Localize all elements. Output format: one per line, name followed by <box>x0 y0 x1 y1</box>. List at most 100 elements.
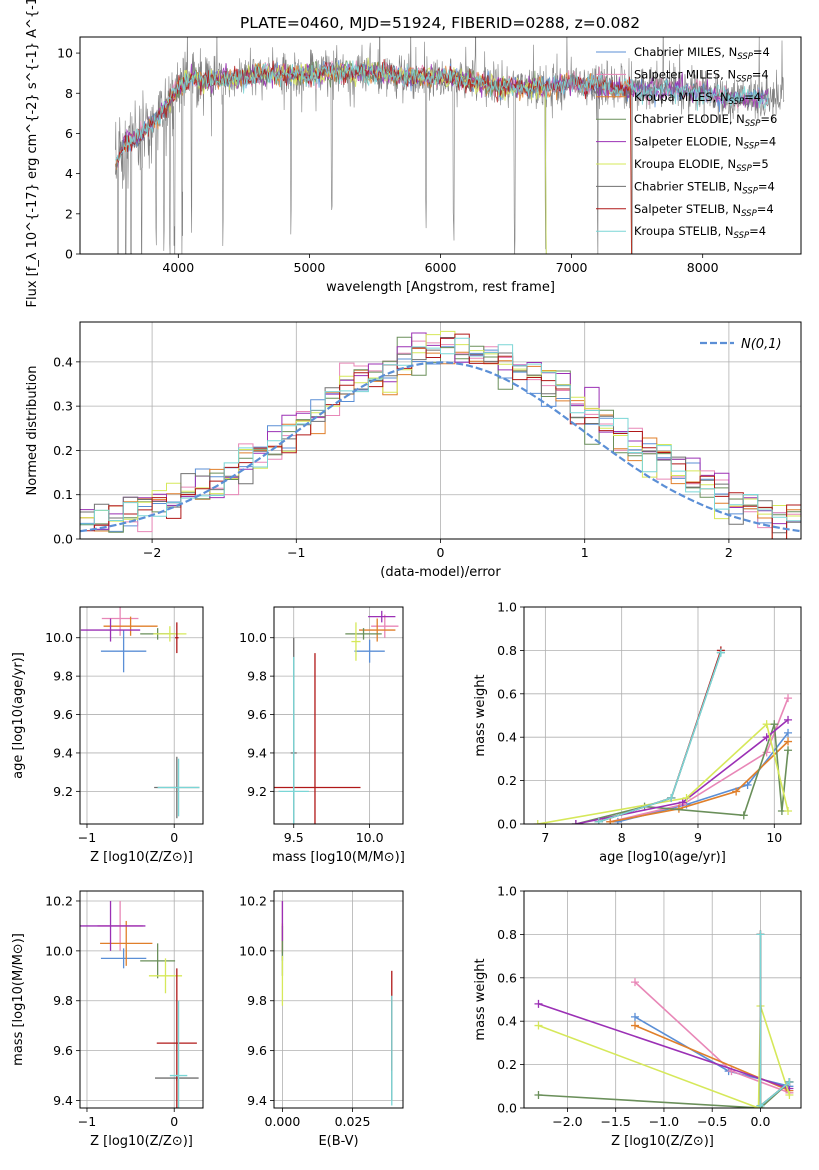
legend-label: Salpeter STELIB, NSSP=4 <box>634 202 774 219</box>
x-axis-label: (data-model)/error <box>380 565 501 580</box>
errorbar-point-6 <box>351 622 361 661</box>
marker <box>533 820 542 824</box>
y-tick-label: 9.6 <box>247 1043 267 1058</box>
x-tick-label: 4000 <box>162 260 194 275</box>
figure-title: PLATE=0460, MJD=51924, FIBERID=0288, z=0… <box>240 14 640 32</box>
plot-area <box>534 930 794 1108</box>
legend-label: Kroupa STELIB, NSSP=4 <box>634 224 766 241</box>
y-tick-label: 9.6 <box>53 707 73 722</box>
plot-area <box>80 607 200 819</box>
y-tick-label: 9.8 <box>247 993 267 1008</box>
y-tick-label: 4 <box>65 166 73 181</box>
marker <box>743 780 752 789</box>
x-tick-label: 10.0 <box>356 830 384 845</box>
plot-area <box>80 900 199 1108</box>
axes-frame <box>273 606 404 825</box>
axes-residuals: −2 −1 0 1 2 0.0 0.1 0.2 0.3 0.4 (data-model)/error… <box>25 321 802 580</box>
marker <box>534 999 543 1008</box>
axes-mass-extinction: 0.000 0.025 9.4 9.6 9.8 10.0 10.2 E(B-V) <box>239 890 404 1149</box>
y-tick-label: 0.0 <box>497 1101 517 1116</box>
x-tick-label: 9 <box>694 830 702 845</box>
y-tick-label: 10 <box>57 46 73 61</box>
errorbar-point-9 <box>157 758 200 817</box>
errorbar-point-5 <box>368 610 396 623</box>
legend-label: Kroupa MILES, NSSP=4 <box>634 90 761 107</box>
marker <box>630 1021 639 1030</box>
y-tick-label: 0.0 <box>497 817 517 832</box>
y-tick-label: 10.2 <box>239 893 267 908</box>
axes-frame <box>273 890 404 1109</box>
x-tick-label: 2 <box>725 545 733 560</box>
y-tick-label: 10.0 <box>239 943 267 958</box>
legend-label: Chabrier ELODIE, NSSP=6 <box>634 112 777 129</box>
plot-area <box>274 610 399 824</box>
x-tick-label: 0 <box>170 830 178 845</box>
y-tick-label: 9.2 <box>53 784 73 799</box>
x-tick-label: 1 <box>581 545 589 560</box>
y-tick-label: 0.1 <box>53 487 73 502</box>
gaussian-curve <box>80 361 801 533</box>
x-tick-label: −0.5 <box>697 1114 727 1129</box>
axes-mass-metallicity: −1 0 9.4 9.6 9.8 10.0 10.2 Z [log10(Z/Z⊙)] mass … <box>11 890 204 1149</box>
axes-age-mass: 9.5 10.0 9.2 9.4 9.6 9.8 10.0 mass [log10(M/M⊙)… <box>239 606 405 865</box>
x-tick-label: 0 <box>437 545 445 560</box>
errorbar-point-8 <box>274 653 361 824</box>
marker <box>756 930 765 939</box>
y-axis-label: age [log10(age/yr)] <box>11 652 26 779</box>
x-tick-label: −1.5 <box>601 1114 631 1129</box>
y-tick-label: 2 <box>65 206 73 221</box>
errorbar-point-3 <box>358 618 396 642</box>
errorbar-point-5 <box>80 618 141 642</box>
axes-frame <box>523 890 802 1109</box>
errorbar-point-1 <box>100 630 147 673</box>
marker <box>606 817 615 824</box>
x-axis-label: E(B-V) <box>318 1134 358 1149</box>
marker <box>534 1090 543 1099</box>
x-tick-label: −2 <box>143 545 161 560</box>
y-tick-label: 0 <box>65 247 73 262</box>
axes-frame <box>79 321 802 540</box>
y-tick-label: 9.6 <box>53 1043 73 1058</box>
y-axis-label: mass weight <box>473 674 488 756</box>
y-axis-label: Flux [f_λ 10^{-17} erg cm^{-2} s^{-1} A^… <box>25 0 40 307</box>
x-tick-label: 7 <box>541 830 549 845</box>
spectrum-legend: Chabrier MILES, NSSP=4 Salpeter MILES, NS… <box>596 45 777 241</box>
x-axis-label: Z [log10(Z/Z⊙)] <box>90 1134 193 1149</box>
x-tick-label: −1 <box>78 830 96 845</box>
axes-frame <box>79 890 204 1109</box>
errorbar-point-1 <box>354 639 385 663</box>
y-tick-label: 9.4 <box>247 1093 267 1108</box>
marker <box>716 648 725 657</box>
y-tick-label: 1.0 <box>497 884 517 899</box>
y-tick-label: 8 <box>65 86 73 101</box>
legend-label: Chabrier MILES, NSSP=4 <box>634 45 770 62</box>
errorbar-point-9 <box>278 656 309 824</box>
marker <box>534 1021 543 1030</box>
marker <box>630 978 639 987</box>
y-tick-label: 9.4 <box>53 1093 73 1108</box>
x-tick-label: −1 <box>78 1114 96 1129</box>
y-tick-label: 0.3 <box>53 399 73 414</box>
y-tick-label: 9.2 <box>247 784 267 799</box>
y-tick-label: 6 <box>65 126 73 141</box>
y-tick-label: 0.4 <box>53 354 73 369</box>
marker <box>784 746 793 755</box>
y-tick-label: 0.8 <box>497 927 517 942</box>
plot-area <box>281 900 393 1106</box>
x-tick-label: 0.025 <box>335 1114 371 1129</box>
x-tick-label: 0.000 <box>265 1114 301 1129</box>
errorbar-point-9 <box>169 1000 188 1108</box>
axes-spectrum: 4000 5000 6000 7000 8000 0 2 4 6 8 10 wavelength [A… <box>25 0 802 307</box>
marker <box>667 793 676 802</box>
marker <box>770 720 779 729</box>
y-tick-label: 9.8 <box>53 993 73 1008</box>
plot-area <box>115 37 785 254</box>
x-axis-label: wavelength [Angstrom, rest frame] <box>326 280 555 295</box>
mass-weight-series-5 <box>571 715 793 824</box>
x-tick-label: 0 <box>170 1114 178 1129</box>
marker <box>785 1090 794 1099</box>
marker <box>784 737 793 746</box>
marker <box>784 806 793 815</box>
marker <box>682 793 691 802</box>
